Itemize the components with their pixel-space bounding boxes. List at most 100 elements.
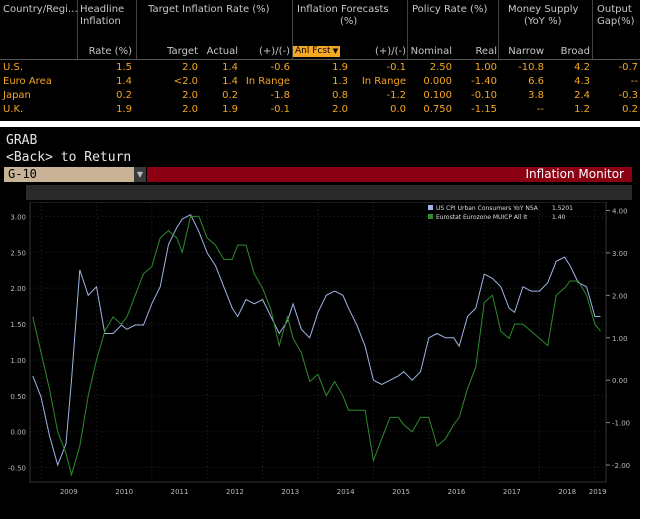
row-gap: -0.3 bbox=[618, 90, 638, 101]
row-narrow: 6.6 bbox=[528, 76, 544, 87]
row-target: <2.0 bbox=[173, 76, 198, 87]
header-headline-sub: Inflation bbox=[80, 16, 121, 27]
row-actual: 1.9 bbox=[222, 104, 238, 115]
row-narrow: -- bbox=[536, 104, 544, 115]
subheader-real: Real bbox=[475, 46, 497, 57]
row-broad: 2.4 bbox=[574, 90, 590, 101]
row-pm2: -1.2 bbox=[386, 90, 406, 101]
row-nominal: 0.000 bbox=[423, 76, 452, 87]
subheader-pm1: (+)/(-) bbox=[259, 46, 290, 57]
right-tick-label: -2.00 bbox=[612, 462, 630, 470]
security-field[interactable]: G-10 bbox=[4, 167, 134, 182]
column-separator bbox=[77, 0, 78, 60]
right-tick-label: -1.00 bbox=[612, 420, 630, 428]
analyst-forecast-dropdown[interactable]: Anl Fcst ▼ bbox=[293, 46, 341, 57]
row-pm1: -0.1 bbox=[270, 104, 290, 115]
left-tick-label: 1.50 bbox=[10, 321, 26, 329]
row-pm2: In Range bbox=[361, 76, 406, 87]
row-broad: 4.2 bbox=[574, 62, 590, 73]
x-tick-label: 2018 bbox=[558, 488, 576, 496]
row-real: 1.00 bbox=[474, 62, 497, 73]
x-tick-label: 2013 bbox=[281, 488, 299, 496]
header-forecasts-unit: (%) bbox=[340, 16, 358, 27]
row-rate: 1.9 bbox=[116, 104, 132, 115]
row-country: Japan bbox=[3, 90, 31, 101]
row-nominal: 0.100 bbox=[423, 90, 452, 101]
left-tick-label: 0.50 bbox=[10, 393, 26, 401]
toolbar-strip bbox=[26, 185, 632, 200]
row-narrow: 3.8 bbox=[528, 90, 544, 101]
row-pm1: -1.8 bbox=[270, 90, 290, 101]
right-tick-label: 0.00 bbox=[612, 377, 628, 385]
row-pm2: -0.1 bbox=[386, 62, 406, 73]
column-separator bbox=[292, 0, 293, 60]
x-tick-label: 2009 bbox=[60, 488, 78, 496]
legend-swatch bbox=[428, 214, 433, 219]
subheader-pm2: (+)/(-) bbox=[375, 46, 406, 57]
left-tick-label: 2.50 bbox=[10, 249, 26, 257]
command-line: GRAB bbox=[6, 133, 38, 148]
row-pm1: -0.6 bbox=[270, 62, 290, 73]
x-tick-label: 2017 bbox=[503, 488, 521, 496]
row-actual: 0.2 bbox=[222, 90, 238, 101]
legend-label: US CPI Urban Consumers YoY NSA bbox=[436, 205, 539, 212]
row-actual: 1.4 bbox=[222, 62, 238, 73]
x-tick-label: 2019 bbox=[589, 488, 607, 496]
row-rate: 1.4 bbox=[116, 76, 132, 87]
column-separator bbox=[136, 0, 137, 60]
subheader-broad: Broad bbox=[560, 46, 590, 57]
legend-label: Eurostat Eurozone MUICP All It bbox=[436, 214, 528, 221]
row-gap: -- bbox=[630, 76, 638, 87]
right-tick-label: 2.00 bbox=[612, 292, 628, 300]
header-divider bbox=[0, 59, 640, 60]
header-inflation-forecasts: Inflation Forecasts bbox=[297, 4, 389, 15]
x-tick-label: 2011 bbox=[171, 488, 189, 496]
header-country: Country/Regi… bbox=[3, 4, 78, 15]
header-money-supply: Money Supply bbox=[508, 4, 579, 15]
legend-value: 1.5201 bbox=[552, 205, 573, 212]
x-tick-label: 2012 bbox=[226, 488, 244, 496]
header-output-gap: Output bbox=[597, 4, 632, 15]
row-nominal: 0.750 bbox=[423, 104, 452, 115]
left-tick-label: 1.00 bbox=[10, 357, 26, 365]
header-headline: Headline bbox=[80, 4, 125, 15]
header-money-supply-unit: (YoY %) bbox=[524, 16, 562, 27]
header-output-gap-unit: Gap(%) bbox=[597, 16, 635, 27]
row-fcst: 0.8 bbox=[332, 90, 348, 101]
row-country: Euro Area bbox=[3, 76, 52, 87]
row-actual: 1.4 bbox=[222, 76, 238, 87]
inflation-table: Country/Regi… Headline Inflation Target Inf… bbox=[0, 0, 640, 121]
row-real: -0.10 bbox=[471, 90, 497, 101]
row-gap: 0.2 bbox=[622, 104, 638, 115]
row-target: 2.0 bbox=[182, 62, 198, 73]
subheader-actual: Actual bbox=[206, 46, 238, 57]
column-separator bbox=[592, 0, 593, 60]
row-country: U.K. bbox=[3, 104, 24, 115]
legend-value: 1.40 bbox=[552, 214, 566, 221]
row-fcst: 2.0 bbox=[332, 104, 348, 115]
row-real: -1.15 bbox=[471, 104, 497, 115]
row-target: 2.0 bbox=[182, 104, 198, 115]
chart-panel: GRAB <Back> to Return G-10 ▼ Inflation M… bbox=[0, 127, 640, 519]
chevron-down-icon: ▼ bbox=[330, 47, 339, 55]
header-target-inflation: Target Inflation Rate (%) bbox=[148, 4, 270, 15]
title-bar: Inflation Monitor bbox=[147, 167, 632, 182]
back-instruction: <Back> to Return bbox=[6, 150, 132, 165]
x-tick-label: 2010 bbox=[115, 488, 133, 496]
header-policy-rate: Policy Rate (%) bbox=[412, 4, 488, 15]
screen-title: Inflation Monitor bbox=[525, 167, 624, 181]
x-tick-label: 2016 bbox=[448, 488, 466, 496]
column-separator bbox=[498, 0, 499, 60]
x-tick-label: 2014 bbox=[337, 488, 355, 496]
right-tick-label: 1.00 bbox=[612, 335, 628, 343]
row-broad: 1.2 bbox=[574, 104, 590, 115]
analyst-forecast-label: Anl Fcst bbox=[295, 46, 331, 56]
row-target: 2.0 bbox=[182, 90, 198, 101]
right-tick-label: 3.00 bbox=[612, 250, 628, 258]
left-tick-label: 3.00 bbox=[10, 213, 26, 221]
security-dropdown-icon[interactable]: ▼ bbox=[134, 167, 146, 182]
row-fcst: 1.3 bbox=[332, 76, 348, 87]
row-pm2: 0.0 bbox=[390, 104, 406, 115]
x-tick-label: 2015 bbox=[392, 488, 410, 496]
row-rate: 0.2 bbox=[116, 90, 132, 101]
